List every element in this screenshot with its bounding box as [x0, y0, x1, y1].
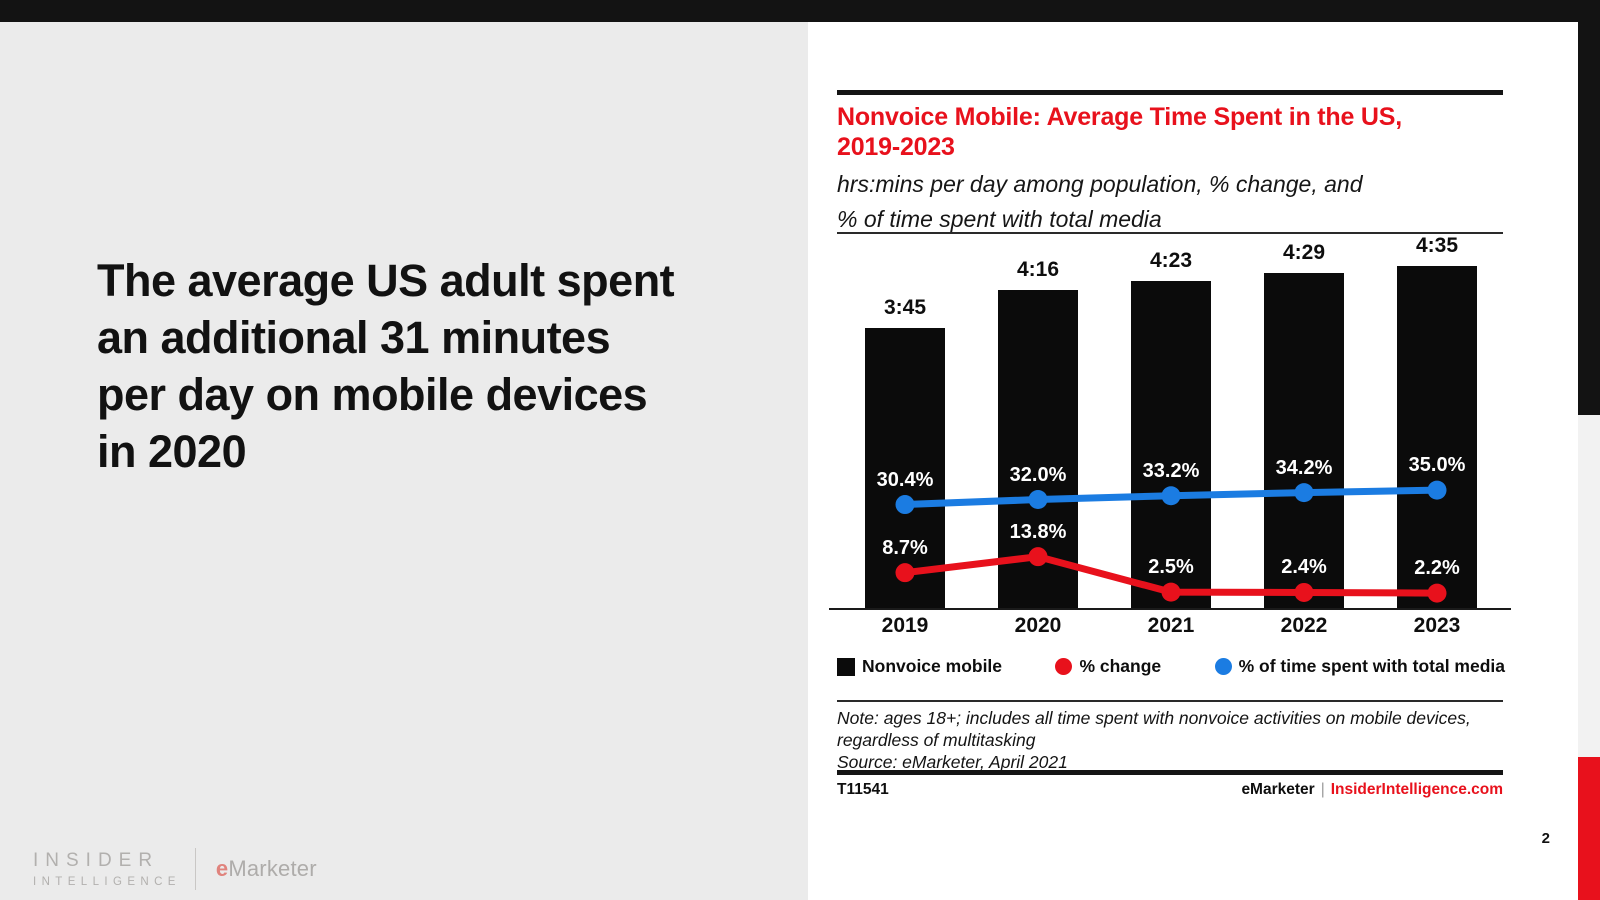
chart-note: Note: ages 18+; includes all time spent … [837, 707, 1517, 773]
note-source: Source: eMarketer, April 2021 [837, 752, 1068, 772]
emarketer-logo: eMarketer [216, 856, 317, 882]
data-point [1427, 480, 1447, 500]
right-edge-red-strip [1578, 757, 1600, 900]
line-series-layer [895, 480, 1447, 603]
footer-separator: | [1320, 781, 1325, 798]
legend-item--of-time-spent-with-total-media: % of time spent with total media [1214, 656, 1505, 677]
note-line2: regardless of multitasking [837, 730, 1036, 750]
bar-2019 [865, 328, 945, 608]
data-point [1028, 490, 1048, 510]
point-value-label: 2.4% [1281, 556, 1327, 579]
bar-value-label: 3:45 [883, 296, 927, 319]
chart-plot: 3:45 4:16 4:23 4:29 4:35 8.7% 13.8% 2.5% 2.4% 2.2… [829, 234, 1511, 637]
data-point [1028, 547, 1048, 567]
insider-wordmark: INSIDER [33, 850, 160, 871]
bar-2023 [1397, 266, 1477, 608]
insider-intelligence-logo: INSIDER INTELLIGENCE [33, 850, 181, 888]
bar-value-label: 4:16 [1016, 258, 1060, 281]
legend-label: Nonvoice mobile [862, 656, 1003, 676]
header-top-rule [837, 90, 1503, 95]
point-value-label: 8.7% [882, 536, 928, 559]
brand-lockup: INSIDER INTELLIGENCE eMarketer [33, 848, 317, 890]
data-point [1161, 582, 1181, 602]
point-value-label: 30.4% [876, 468, 934, 491]
data-point [1294, 582, 1314, 602]
point-value-label: 33.2% [1142, 459, 1200, 482]
subtitle-rule [837, 232, 1503, 234]
point-value-label: 2.2% [1414, 557, 1460, 580]
chart-title-line1: Nonvoice Mobile: Average Time Spent in t… [837, 103, 1402, 131]
point-value-label: 32.0% [1009, 463, 1067, 486]
point-value-label: 2.5% [1148, 556, 1194, 579]
right-edge-gray-strip [1578, 415, 1600, 757]
legend-swatch [1214, 658, 1232, 675]
top-accent-bar [0, 0, 1600, 22]
x-axis-line [829, 607, 1511, 610]
legend-item--change: % change [1055, 656, 1161, 677]
chart-id: T11541 [837, 781, 889, 798]
data-point [895, 563, 915, 583]
data-point [1161, 486, 1181, 506]
note-rule [837, 700, 1503, 702]
emarketer-logo-rest: Marketer [228, 856, 317, 881]
headline: The average US adult spent an additional… [97, 255, 675, 477]
x-axis-label-2019: 2019 [881, 614, 929, 637]
footer-site-link[interactable]: InsiderIntelligence.com [1330, 781, 1503, 798]
x-axis-label-2023: 2023 [1413, 614, 1461, 637]
footer-rule [837, 770, 1503, 775]
chart-subtitle: hrs:mins per day among population, % cha… [837, 167, 1517, 237]
chart-footer: T11541 eMarketer | InsiderIntelligence.com [837, 781, 1503, 799]
legend-swatch [1055, 658, 1073, 675]
footer-emarketer: eMarketer [1241, 781, 1315, 798]
chart-subtitle-line1: hrs:mins per day among population, % cha… [837, 171, 1363, 197]
point-value-label: 35.0% [1408, 454, 1466, 477]
bar-value-label: 4:23 [1149, 249, 1193, 272]
note-line1: Note: ages 18+; includes all time spent … [837, 708, 1471, 728]
logo-divider [194, 848, 196, 890]
chart-title: Nonvoice Mobile: Average Time Spent in t… [837, 102, 1517, 162]
data-point [1427, 583, 1447, 603]
x-axis-label-2022: 2022 [1280, 614, 1328, 637]
data-point [1294, 483, 1314, 503]
point-value-label: 34.2% [1275, 456, 1333, 479]
legend-label: % change [1079, 656, 1162, 676]
page-number: 2 [1541, 830, 1550, 847]
footer-brand: eMarketer | InsiderIntelligence.com [1241, 781, 1503, 799]
chart-subtitle-line2: % of time spent with total media [837, 206, 1162, 232]
chart-legend: Nonvoice mobile % change % of time spent w… [837, 656, 1505, 677]
right-edge-black-strip [1578, 0, 1600, 415]
intelligence-wordmark: INTELLIGENCE [33, 876, 181, 888]
chart-title-line2: 2019-2023 [837, 133, 955, 161]
legend-item-nonvoice-mobile: Nonvoice mobile [837, 656, 1002, 677]
point-value-label: 13.8% [1009, 520, 1067, 543]
legend-label: % of time spent with total media [1238, 656, 1505, 676]
legend-swatch [837, 657, 855, 676]
headline-panel: The average US adult spent an additional… [0, 22, 808, 900]
data-point [895, 495, 915, 515]
bar-value-label: 4:35 [1415, 234, 1459, 257]
bar-2021 [1131, 281, 1211, 608]
emarketer-logo-e: e [215, 856, 229, 881]
x-axis-label-2021: 2021 [1147, 614, 1195, 637]
chart-panel: Nonvoice Mobile: Average Time Spent in t… [808, 22, 1578, 900]
bar-2022 [1264, 273, 1344, 608]
bar-value-label: 4:29 [1282, 241, 1326, 264]
x-axis-label-2020: 2020 [1014, 614, 1062, 637]
